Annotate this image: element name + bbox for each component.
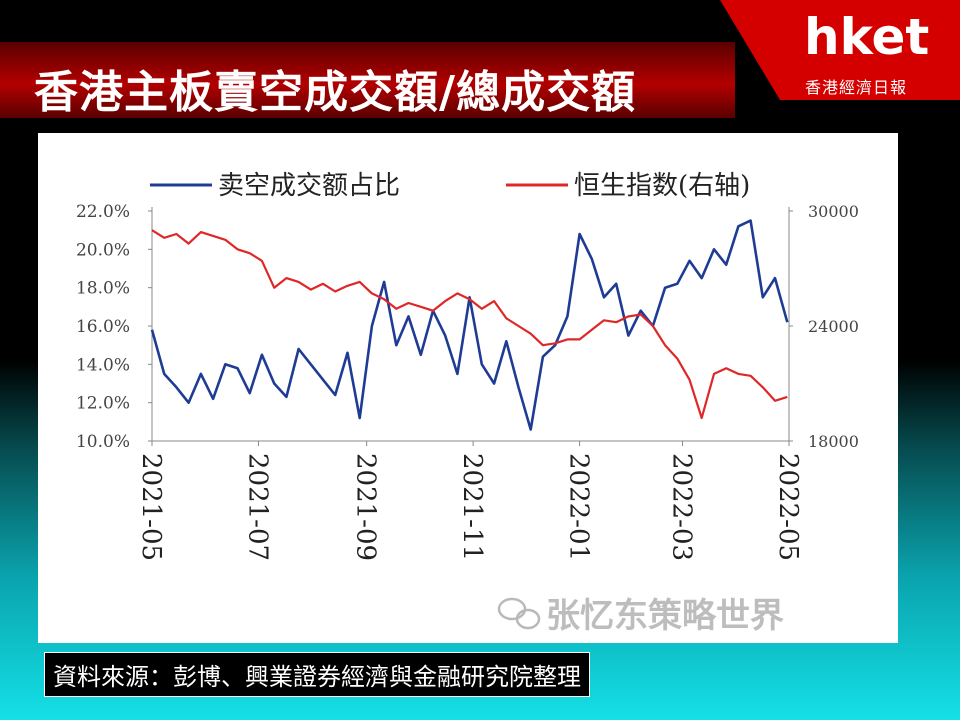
page-title: 香港主板賣空成交額/總成交額 [34, 67, 637, 118]
watermark-text: 张忆东策略世界 [546, 596, 784, 636]
x-tick-label: 2021-11 [457, 453, 487, 561]
y-left-tick-label: 12.0% [76, 394, 130, 414]
y-left-tick-label: 16.0% [76, 317, 130, 337]
source-note: 資料來源：彭博、興業證券經濟與金融研究院整理 [44, 652, 590, 697]
series-line [150, 219, 789, 431]
chart-panel: 卖空成交额占比 恒生指数(右轴) 10.0% 12.0% 14.0% 16.0% 18.0… [38, 133, 898, 643]
y-right-tick-label: 18000 [808, 432, 859, 451]
x-tick-label: 2022-05 [773, 453, 803, 561]
legend: 卖空成交额占比 恒生指数(右轴) [150, 171, 750, 201]
y-right-tick-label: 24000 [808, 317, 859, 336]
x-tick-label: 2022-01 [564, 453, 594, 561]
wechat-icon [497, 597, 541, 630]
y-left-tick-label: 18.0% [76, 279, 130, 299]
chart-svg: 卖空成交额占比 恒生指数(右轴) 10.0% 12.0% 14.0% 16.0% 18.0… [76, 171, 859, 636]
series-line [151, 229, 788, 420]
title-banner [0, 42, 735, 118]
x-tick-label: 2021-09 [351, 453, 381, 561]
chart-axes: 10.0% 12.0% 14.0% 16.0% 18.0% 20.0% 22.0% 18000… [76, 202, 859, 561]
x-tick-label: 2021-07 [242, 453, 272, 561]
y-left-tick-label: 22.0% [76, 202, 130, 222]
y-right-tick-label: 30000 [808, 202, 859, 221]
chart-lines [150, 219, 789, 431]
y-left-tick-label: 10.0% [76, 432, 130, 452]
y-left-tick-label: 20.0% [76, 240, 130, 260]
legend-label: 卖空成交额占比 [218, 171, 400, 201]
y-left-tick-label: 14.0% [76, 355, 130, 375]
brand-logo-text: hket [804, 8, 930, 66]
watermark: 张忆东策略世界 [497, 596, 784, 636]
x-tick-label: 2021-05 [136, 453, 166, 561]
legend-label: 恒生指数(右轴) [574, 171, 750, 201]
brand-logo-subtitle: 香港經濟日報 [805, 78, 908, 97]
x-tick-label: 2022-03 [667, 453, 697, 561]
